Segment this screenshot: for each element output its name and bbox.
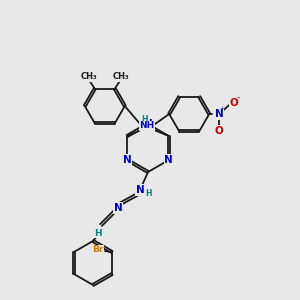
Text: N: N	[136, 185, 144, 195]
Text: N: N	[164, 155, 173, 165]
Text: N: N	[114, 203, 122, 213]
Text: CH₃: CH₃	[80, 72, 97, 81]
Text: O: O	[215, 126, 224, 136]
Text: H: H	[145, 190, 151, 199]
Text: NH: NH	[139, 122, 154, 130]
Text: NH: NH	[140, 122, 155, 130]
Text: N: N	[215, 109, 224, 119]
Text: O: O	[230, 98, 239, 108]
Text: -: -	[237, 94, 240, 103]
Text: N: N	[144, 119, 152, 129]
Text: Br: Br	[92, 245, 104, 254]
Text: +: +	[220, 106, 225, 112]
Text: CH₃: CH₃	[112, 72, 129, 81]
Text: H: H	[141, 115, 148, 124]
Text: H: H	[94, 229, 102, 238]
Text: N: N	[123, 155, 132, 165]
